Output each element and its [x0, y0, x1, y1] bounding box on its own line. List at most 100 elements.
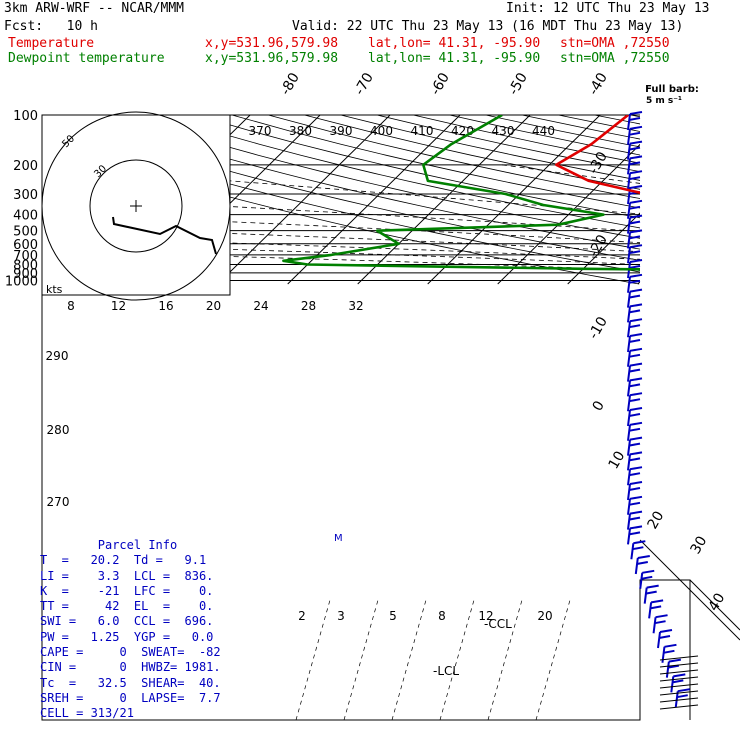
wind-barb	[639, 572, 644, 589]
wind-barb	[628, 205, 641, 210]
isotherm-label: 10	[606, 449, 629, 472]
temperature-legend: Temperature	[8, 36, 95, 51]
wind-barb-low	[659, 662, 699, 668]
theta-left-label: 280	[47, 423, 70, 437]
hodograph-ring-outer	[41, 111, 231, 301]
wind-barb	[670, 676, 675, 693]
wind-barb	[629, 377, 643, 382]
theta-left-label: 270	[47, 495, 70, 509]
plot-corner-line	[639, 539, 740, 641]
wind-barb	[628, 309, 641, 314]
wind-barb	[628, 324, 641, 329]
wind-barb	[627, 232, 631, 249]
ccl-marker: -CCL	[484, 617, 512, 631]
wind-barb	[629, 199, 643, 204]
wind-barb	[629, 407, 643, 411]
wind-barb	[628, 501, 641, 506]
wind-barbs	[627, 111, 699, 710]
wind-barb	[630, 543, 635, 560]
wind-barb	[627, 247, 631, 264]
wind-barb	[650, 599, 664, 604]
wind-barb-low	[659, 676, 699, 682]
wind-barb	[629, 214, 643, 219]
wind-barb	[673, 673, 686, 678]
parcel-info-row: CAPE = 0 SWEAT= -82	[40, 645, 221, 660]
wind-barb	[627, 439, 631, 456]
wind-barb	[627, 158, 631, 175]
pressure-tick-label: 200	[13, 159, 38, 174]
mixing-ratio-label: 5	[389, 609, 397, 623]
wind-barb	[628, 294, 641, 299]
wind-barb-low	[659, 690, 699, 696]
theta-label: 420	[451, 124, 474, 138]
wind-barb	[663, 649, 675, 654]
isotherm-label: -60	[428, 70, 453, 98]
isotherm-label: -20	[586, 232, 611, 260]
dry-adiabat-line	[630, 115, 640, 118]
wind-barb	[627, 276, 631, 293]
wind-barb	[664, 643, 677, 648]
mixing-ratio-label: 12	[478, 609, 493, 623]
wind-barb	[628, 176, 641, 181]
dewpoint-xy: x,y=531.96,579.98	[205, 51, 339, 66]
wind-barb	[629, 170, 643, 175]
speed-axis-label: 12	[111, 299, 126, 313]
parcel-info-row: SREH = 0 LAPSE= 7.7	[40, 690, 221, 705]
wind-barb	[627, 409, 631, 427]
wind-barb	[628, 161, 641, 166]
theta-label: 410	[411, 124, 434, 138]
temperature-station: stn=OMA ,72550	[560, 36, 670, 51]
wind-barb	[628, 413, 641, 417]
parcel-info-title: Parcel Info	[97, 538, 178, 552]
theta-label: 380	[289, 124, 312, 138]
mixing-ratio-label: 3	[337, 609, 345, 623]
isotherm-label: 20	[645, 509, 668, 532]
plot-corner-line	[689, 579, 740, 631]
wind-barb	[661, 646, 666, 663]
wind-barb	[628, 472, 641, 477]
wind-barb	[627, 483, 631, 501]
pressure-tick-label: 600	[13, 238, 38, 253]
wind-barb-low	[659, 697, 699, 703]
wind-barb	[674, 691, 679, 708]
wind-barb	[629, 436, 643, 441]
theta-left-label: 290	[46, 349, 69, 363]
wind-barb	[627, 291, 631, 308]
hodograph-ring-inner	[89, 159, 183, 253]
lcl-marker: -LCL	[433, 664, 459, 678]
wind-barb	[629, 140, 643, 145]
wind-barb	[627, 498, 631, 515]
wind-barb	[641, 575, 653, 580]
temperature-latlon: lat,lon= 41.31, -95.90	[368, 36, 541, 51]
theta-label: 440	[532, 124, 555, 138]
speed-axis-label: 32	[348, 299, 363, 313]
isotherm-line	[567, 212, 640, 285]
wind-barb	[627, 365, 631, 382]
wind-barb	[629, 273, 643, 278]
isotherm-line	[708, 115, 740, 284]
speed-axis-label: 28	[301, 299, 316, 313]
wind-barb	[628, 250, 641, 255]
wind-barb	[629, 421, 643, 426]
wind-barb	[629, 362, 643, 367]
wind-barb	[643, 587, 648, 604]
parcel-info-row: SWI = 6.0 CCL = 696.	[40, 614, 214, 629]
pressure-tick-label: 100	[13, 109, 38, 124]
isotherm-line	[287, 115, 461, 285]
wind-barb	[629, 155, 643, 160]
wind-barb	[646, 584, 659, 589]
hodograph-trace	[112, 216, 217, 255]
wind-barb	[627, 143, 631, 160]
temperature-xy: x,y=531.96,579.98	[205, 36, 339, 51]
wind-barb	[636, 561, 648, 565]
wind-barb	[676, 694, 688, 699]
moist-adiabat-line	[42, 226, 640, 253]
wind-barb	[629, 125, 643, 130]
pressure-tick-label: 1000	[5, 275, 38, 290]
speed-axis-label: 24	[253, 299, 268, 313]
dry-adiabat-line	[667, 115, 740, 284]
wind-barb	[628, 279, 641, 284]
wind-barb	[659, 629, 673, 633]
theta-label: 430	[492, 124, 515, 138]
wind-barb	[627, 350, 631, 367]
